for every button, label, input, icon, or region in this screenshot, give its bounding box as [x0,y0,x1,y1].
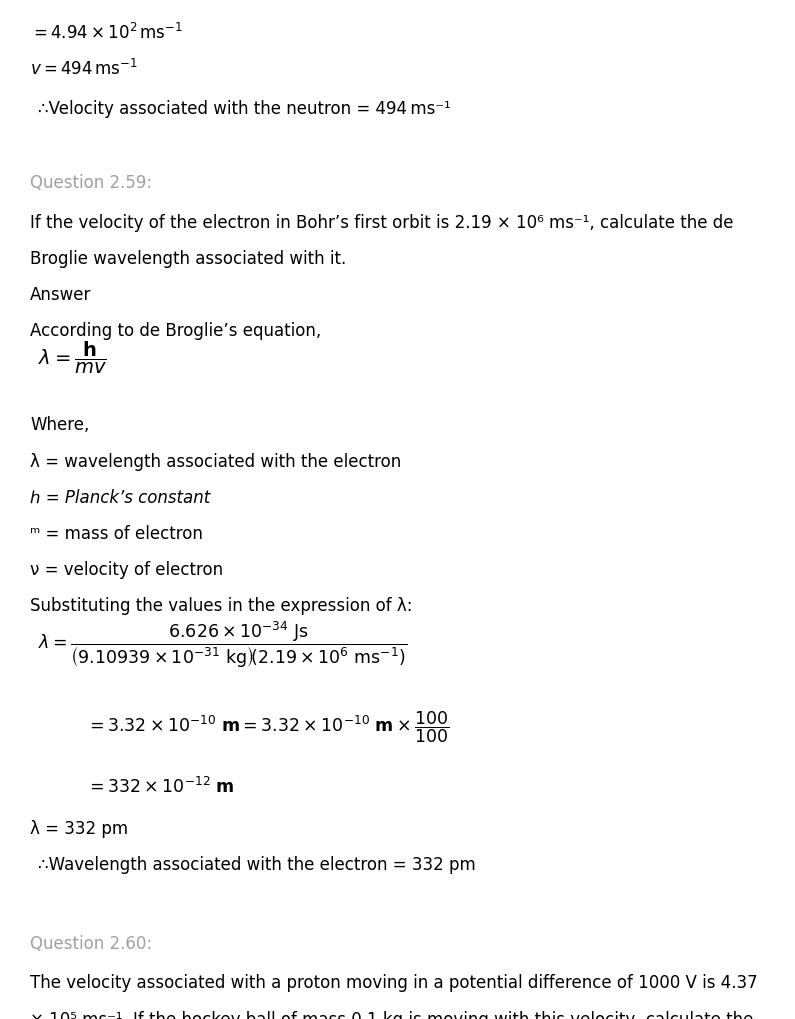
Text: $\lambda = \dfrac{\mathbf{h}}{mv}$: $\lambda = \dfrac{\mathbf{h}}{mv}$ [38,340,107,376]
Text: ℎ = Planck’s constant: ℎ = Planck’s constant [30,488,211,506]
Text: $v = 494\,\mathrm{ms}^{-1}$: $v = 494\,\mathrm{ms}^{-1}$ [30,58,138,78]
Text: ᵐ = mass of electron: ᵐ = mass of electron [30,525,203,542]
Text: × 10⁵ ms⁻¹. If the hockey ball of mass 0.1 kg is moving with this velocity, calc: × 10⁵ ms⁻¹. If the hockey ball of mass 0… [30,1010,754,1019]
Text: $= 332\times10^{-12}\ \mathbf{m}$: $= 332\times10^{-12}\ \mathbf{m}$ [86,775,235,796]
Text: Question 2.60:: Question 2.60: [30,933,153,952]
Text: The velocity associated with a proton moving in a potential difference of 1000 V: The velocity associated with a proton mo… [30,973,758,991]
Text: If the velocity of the electron in Bohr’s first orbit is 2.19 × 10⁶ ms⁻¹, calcul: If the velocity of the electron in Bohr’… [30,213,734,231]
Text: $= 3.32\times10^{-10}\ \mathbf{m} = 3.32\times10^{-10}\ \mathbf{m}\times\dfrac{1: $= 3.32\times10^{-10}\ \mathbf{m} = 3.32… [86,709,449,744]
Text: According to de Broglie’s equation,: According to de Broglie’s equation, [30,322,321,340]
Text: λ = wavelength associated with the electron: λ = wavelength associated with the elect… [30,452,401,470]
Text: ∴Velocity associated with the neutron = 494 ms⁻¹: ∴Velocity associated with the neutron = … [38,100,451,118]
Text: λ = 332 pm: λ = 332 pm [30,819,128,838]
Text: $= 4.94 \times 10^{2}\,\mathrm{ms}^{-1}$: $= 4.94 \times 10^{2}\,\mathrm{ms}^{-1}$ [30,22,183,43]
Text: Substituting the values in the expression of λ:: Substituting the values in the expressio… [30,597,413,614]
Text: Question 2.59:: Question 2.59: [30,173,153,192]
Text: $\lambda = \dfrac{6.626\times10^{-34}\ \mathrm{Js}}{\left(9.10939\times10^{-31}\: $\lambda = \dfrac{6.626\times10^{-34}\ \… [38,619,407,669]
Text: Broglie wavelength associated with it.: Broglie wavelength associated with it. [30,250,347,268]
Text: Answer: Answer [30,285,91,304]
Text: ∴Wavelength associated with the electron = 332 pm: ∴Wavelength associated with the electron… [38,855,476,873]
Text: Where,: Where, [30,416,90,434]
Text: ν = velocity of electron: ν = velocity of electron [30,560,223,579]
